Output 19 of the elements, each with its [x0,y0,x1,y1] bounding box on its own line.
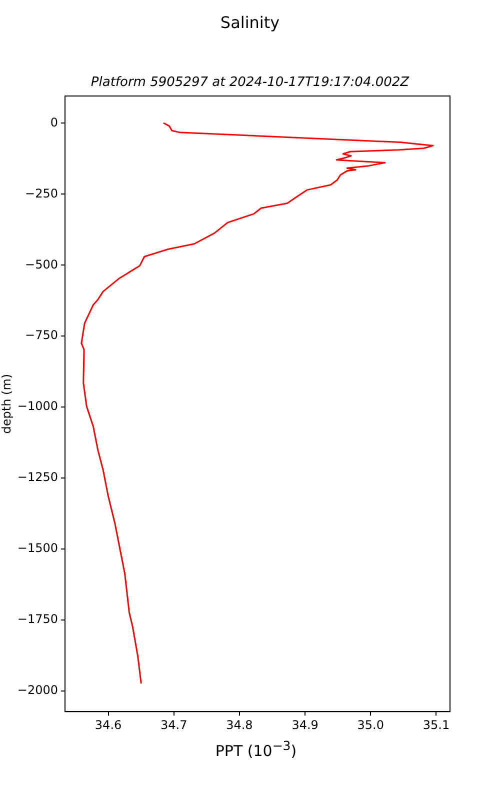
chart-title: Salinity [219,13,281,32]
x-tick-label: 35.0 [357,718,384,732]
chart-subtitle: Platform 5905297 at 2024-10-17T19:17:04.002Z [90,75,410,90]
y-tick-label: −250 [25,186,58,200]
x-axis-title: PPT (10$^{−3}$) [214,738,298,760]
x-tick-label: 34.7 [160,718,188,732]
x-tick-label: 35.1 [422,718,450,732]
y-tick-label: 0 [50,115,58,130]
x-tick-label: 34.9 [292,718,318,732]
y-tick-label: −1750 [17,612,58,626]
y-tick-label: −500 [25,257,58,272]
y-axis-title: depth (m) [0,374,14,434]
y-tick-label: −1500 [17,541,58,556]
y-tick-label: −1000 [17,399,58,414]
x-tick-label: 34.6 [94,718,122,732]
y-tick-label: −2000 [17,683,58,698]
x-tick-label: 34.8 [226,718,253,732]
y-tick-label: −1250 [17,470,58,484]
y-tick-label: −750 [25,328,58,342]
